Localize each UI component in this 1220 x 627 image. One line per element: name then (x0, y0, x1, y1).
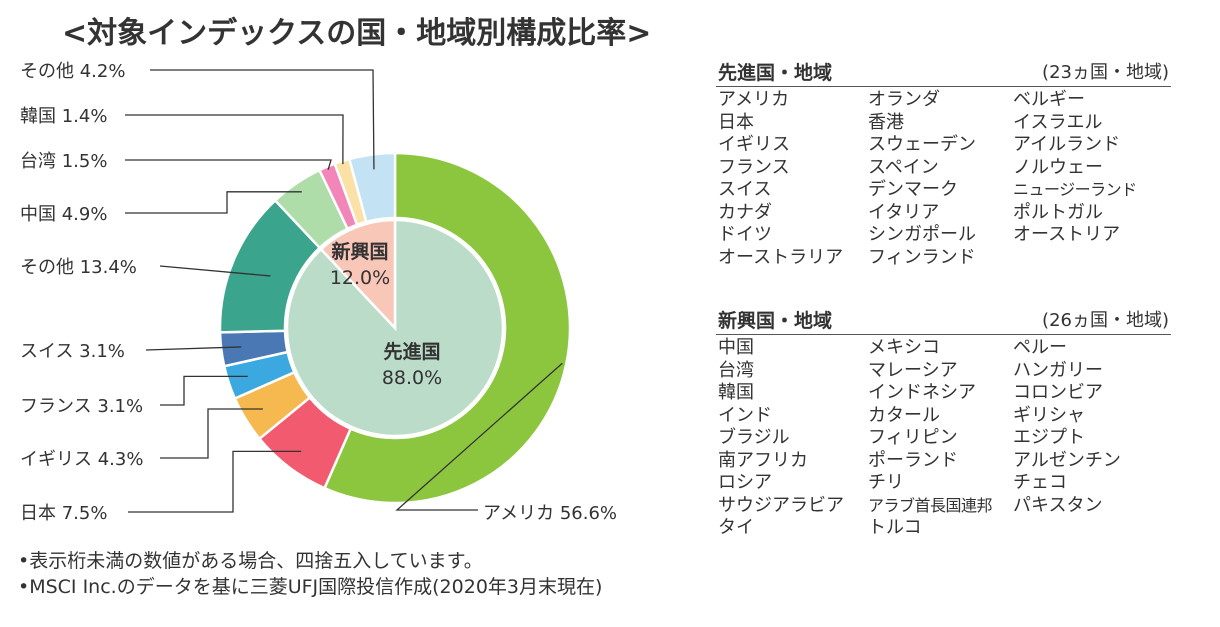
emerging-panel: 新興国・地域 (26ヵ国・地域) 中国 台湾 韓国 インド ブラジル 南アフリカ ロシア サウ… (716, 306, 1171, 540)
country-name: サウジアラビア (718, 494, 844, 516)
leader-line (150, 69, 375, 170)
emerging-list: 中国 台湾 韓国 インド ブラジル 南アフリカ ロシア サウジアラビア タイ メキシコ マレーシアイ… (716, 337, 1171, 540)
inner-value: 12.0% (330, 267, 390, 289)
leader-line (125, 114, 344, 165)
developed-column: アメリカ 日本 イギリス フランス スイス カナダ ドイツ オーストラリア (718, 89, 843, 269)
leader-line (125, 191, 302, 214)
country-name: 南アフリカ (718, 449, 808, 471)
emerging-count: (26ヵ国・地域) (1042, 310, 1169, 331)
country-name: タイ (718, 517, 754, 538)
country-name: エジプト (1013, 427, 1085, 448)
country-name: イスラエル (1013, 111, 1103, 133)
developed-count: (23ヵ国・地域) (1042, 62, 1169, 83)
country-name: カナダ (718, 201, 772, 223)
country-name: ニュージーランド (1013, 180, 1137, 199)
leader-line (145, 346, 242, 351)
country-name: チリ (868, 472, 904, 493)
country-name: インド (718, 404, 772, 426)
donut-chart: 先進国 88.0% 新興国 12.0% アメリカ 56.6% 日本 7.5% イギリス 4.… (20, 61, 617, 524)
country-name: ギリシャ (1013, 404, 1085, 426)
outer-slice (347, 151, 397, 224)
slice-label: その他 4.2% (20, 61, 125, 82)
slice-label: イギリス 4.3% (20, 449, 143, 470)
emerging-title: 新興国・地域 (718, 310, 833, 332)
slice-label: 日本 7.5% (20, 503, 107, 524)
country-name: 台湾 (718, 359, 754, 381)
slice-label: その他 13.4% (20, 257, 137, 278)
country-name: 香港 (868, 111, 904, 133)
country-name: スイス (718, 179, 772, 200)
leader-line (160, 408, 263, 459)
country-name: カタール (868, 404, 940, 426)
country-name: ハンガリー (1013, 359, 1103, 381)
leader-line (159, 265, 271, 277)
country-name: メキシコ (868, 337, 940, 358)
country-name: ベルギー (1013, 89, 1085, 110)
inner-ring (285, 218, 505, 438)
country-name: シンガポール (868, 224, 976, 245)
slice-label: 台湾 1.5% (20, 151, 107, 172)
inner-value: 88.0% (382, 367, 442, 389)
country-name: 日本 (718, 111, 754, 133)
country-name: ノルウェー (1013, 156, 1103, 178)
emerging-column: メキシコ マレーシア インドネシア カタール フィリピン ポーランド チリ アラブ首長国連邦ト… (868, 337, 993, 540)
outer-ring (218, 151, 572, 505)
country-name: デンマーク (868, 179, 958, 200)
country-name: アメリカ (718, 89, 790, 110)
chart-title: <対象インデックスの国・地域別構成比率> (62, 16, 652, 51)
inner-label: 先進国 (383, 340, 440, 363)
slice-label: 韓国 1.4% (20, 106, 107, 127)
country-name: チェコ (1013, 472, 1067, 493)
country-name: トルコ (868, 517, 922, 538)
country-name: パキスタン (1013, 494, 1103, 516)
country-name: アルゼンチン (1013, 449, 1121, 471)
leader-line (128, 450, 302, 513)
country-name: イギリス (718, 134, 790, 155)
country-name: ドイツ (718, 224, 772, 245)
emerging-column: 中国 台湾 韓国 インド ブラジル 南アフリカ ロシア サウジアラビア タイ (718, 337, 844, 540)
leader-lines (125, 69, 563, 513)
country-name: オーストリア (1013, 224, 1121, 245)
country-name: アイルランド (1013, 134, 1121, 155)
slice-label: 中国 4.9% (20, 204, 107, 225)
footnote: •MSCI Inc.のデータを基に三菱UFJ国際投信作成(2020年3月末現在) (18, 576, 603, 598)
developed-column: オランダ 香港 スウェーデン スペイン デンマーク イタリア シンガポール フィンランド (868, 89, 976, 269)
country-name: 韓国 (718, 382, 754, 403)
slice-label: アメリカ 56.6% (483, 503, 617, 524)
country-name: マレーシア (868, 359, 958, 381)
country-name: フィリピン (868, 427, 958, 448)
country-name: オランダ (868, 89, 940, 110)
leader-line (125, 159, 332, 170)
country-name: ポーランド (868, 449, 958, 471)
leader-line (160, 375, 248, 406)
footnotes: •表示桁未満の数値がある場合、四捨五入しています。 •MSCI Inc.のデータ… (18, 548, 602, 600)
developed-title: 先進国・地域 (718, 62, 833, 84)
country-name: ブラジル (718, 427, 790, 448)
country-name: フランス (718, 156, 790, 178)
country-name: ポルトガル (1013, 201, 1103, 223)
leader-line (395, 362, 563, 511)
country-name: イタリア (868, 201, 940, 223)
slice-labels: 先進国 88.0% 新興国 12.0% アメリカ 56.6% 日本 7.5% イギリス 4.… (20, 61, 617, 524)
country-name: ロシア (718, 472, 772, 493)
country-name: フィンランド (868, 246, 976, 268)
developed-list: アメリカ 日本 イギリス フランス スイス カナダ ドイツ オーストラリア オランダ 香港 スウェー… (716, 89, 1171, 269)
country-name: アラブ首長国連邦 (868, 495, 993, 515)
slice-label: スイス 3.1% (20, 341, 125, 362)
country-name: ペルー (1013, 337, 1067, 358)
country-name: インドネシア (868, 382, 976, 403)
country-name: オーストラリア (718, 246, 844, 268)
inner-slice (319, 218, 397, 332)
country-name: 中国 (718, 337, 754, 358)
inner-label: 新興国 (331, 240, 388, 263)
slice-label: フランス 3.1% (20, 396, 143, 417)
footnote: •表示桁未満の数値がある場合、四捨五入しています。 (18, 550, 483, 572)
developed-panel: 先進国・地域 (23ヵ国・地域) アメリカ 日本 イギリス フランス スイス カナダ ドイツ… (716, 58, 1171, 269)
country-name: スウェーデン (868, 134, 976, 155)
country-name: コロンビア (1013, 382, 1103, 403)
developed-column: ベルギー イスラエル アイルランド ノルウェーニュージーランド ポルトガル オーストリア (1013, 89, 1137, 247)
country-name: スペイン (868, 156, 939, 178)
outer-slice (322, 151, 572, 505)
emerging-column: ペルー ハンガリー コロンビア ギリシャ エジプト アルゼンチン チェコ パキスタン (1013, 337, 1121, 517)
